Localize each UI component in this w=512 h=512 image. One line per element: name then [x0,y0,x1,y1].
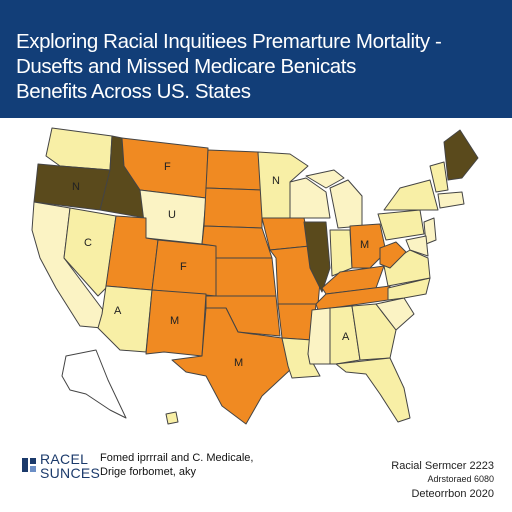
footer [0,448,512,512]
state-arizona [97,285,153,353]
title-line-3: Benefits Across US. States [16,80,251,103]
title-line-1: Exploring Racial Inquitiees Premarture M… [16,30,442,53]
logo-line-1: RACEL [40,451,89,467]
state-alabama [329,305,361,365]
state-south-carolina [375,297,415,331]
label-alabama: A [342,331,350,343]
state-kansas [215,257,277,297]
state-maine [443,129,479,181]
state-florida [335,357,411,423]
state-north-dakota [205,149,263,191]
state-new-hampshire [429,161,449,193]
logo-icon [22,458,36,472]
label-texas: M [234,357,243,369]
state-georgia [351,303,397,361]
label-wyoming: U [168,209,176,221]
label-new-mexico: M [170,315,179,327]
title-line-2: Dusefts and Missed Medicare Benicats [16,55,356,78]
state-mississippi [307,307,331,365]
header-banner [0,0,512,118]
state-pennsylvania [377,209,425,241]
state-maryland [405,235,429,257]
state-illinois [303,221,331,293]
label-montana: F [164,161,171,173]
state-ohio [349,223,387,269]
state-west-virginia [379,241,407,269]
state-massachusetts [437,191,465,209]
label-oregon: N [72,181,80,193]
footer-note-line-1: Fomed iprrrail and C. Medicale, [100,452,254,464]
logo-line-2: SUNCES [40,465,101,481]
state-letters: N U F M C F A M N A M [72,161,369,369]
state-indiana [329,229,353,277]
state-hawaii [165,411,179,425]
footer-right-line-3: Deteorrbon 2020 [411,488,494,500]
state-new-mexico [145,289,207,357]
state-michigan-upper [305,169,345,189]
label-california: C [84,237,92,249]
state-iowa [261,217,311,251]
map-svg: N U F M C F A M N A M [31,127,479,425]
label-ohio: M [360,239,369,251]
state-south-dakota [203,187,263,229]
footer-right-line-2: Adrstoraed 6080 [427,474,494,484]
label-minnesota: N [272,175,280,187]
state-alaska [61,349,127,419]
footer-right-line-1: Racial Sermcer 2223 [391,460,494,472]
state-michigan [329,179,363,229]
label-arizona: A [114,305,122,317]
state-washington [45,127,113,171]
footer-note-line-2: Drige forbomet, aky [100,466,196,478]
us-states-map: N U F M C F A M N A M [0,118,512,448]
state-nevada [63,207,117,297]
state-new-york [383,179,439,211]
state-texas [171,307,291,425]
label-colorado: F [180,261,187,273]
state-wisconsin [289,177,331,219]
